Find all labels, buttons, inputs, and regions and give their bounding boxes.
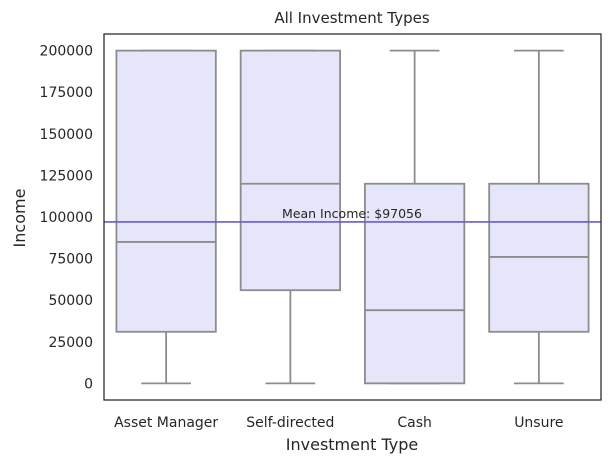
box-asset-manager (115, 49, 217, 385)
x-tick-label: Self-directed (246, 415, 334, 431)
y-tick-label: 175000 (40, 85, 93, 101)
y-tick-label: 200000 (40, 44, 93, 60)
y-tick-label: 50000 (48, 293, 93, 309)
x-tick-label: Cash (397, 415, 432, 431)
box-cash (364, 49, 466, 385)
box-unsure (488, 49, 590, 385)
x-axis-ticks: Asset Manager Self-directed Cash Unsure (114, 415, 563, 431)
y-tick-label: 150000 (40, 127, 93, 143)
y-tick-label: 100000 (40, 210, 93, 226)
x-tick-label: Unsure (514, 415, 563, 431)
box-iqr (364, 182, 466, 385)
y-tick-label: 75000 (48, 252, 93, 268)
plot-area: Mean Income: $97056 (104, 49, 601, 385)
box-iqr (239, 49, 341, 292)
box-iqr (115, 49, 217, 333)
plot-frame (103, 33, 602, 401)
x-axis-label: Investment Type (286, 435, 418, 454)
y-tick-label: 0 (84, 376, 93, 392)
y-tick-label: 25000 (48, 335, 93, 351)
y-tick-label: 125000 (40, 168, 93, 184)
chart-title: All Investment Types (274, 9, 430, 27)
y-axis-label: Income (10, 189, 29, 248)
y-axis-ticks: 0 25000 50000 75000 100000 125000 150000 175000… (40, 44, 93, 393)
box-self-directed (239, 49, 341, 385)
x-tick-label: Asset Manager (114, 415, 218, 431)
mean-income-annotation: Mean Income: $97056 (282, 206, 422, 221)
